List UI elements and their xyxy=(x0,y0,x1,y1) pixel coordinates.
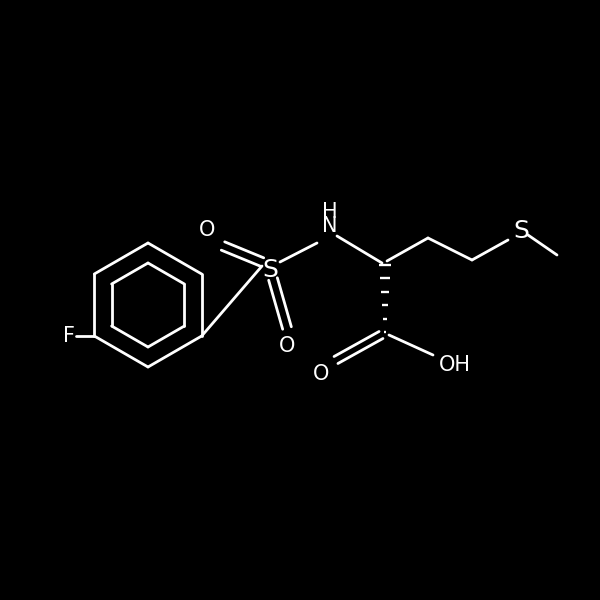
Text: F: F xyxy=(64,326,76,346)
Text: S: S xyxy=(513,219,529,243)
Text: N: N xyxy=(322,216,338,236)
Text: H: H xyxy=(322,202,338,222)
Text: OH: OH xyxy=(439,355,471,375)
Text: S: S xyxy=(262,258,278,282)
Text: O: O xyxy=(313,364,329,384)
Text: O: O xyxy=(279,336,295,356)
Text: O: O xyxy=(199,220,215,240)
